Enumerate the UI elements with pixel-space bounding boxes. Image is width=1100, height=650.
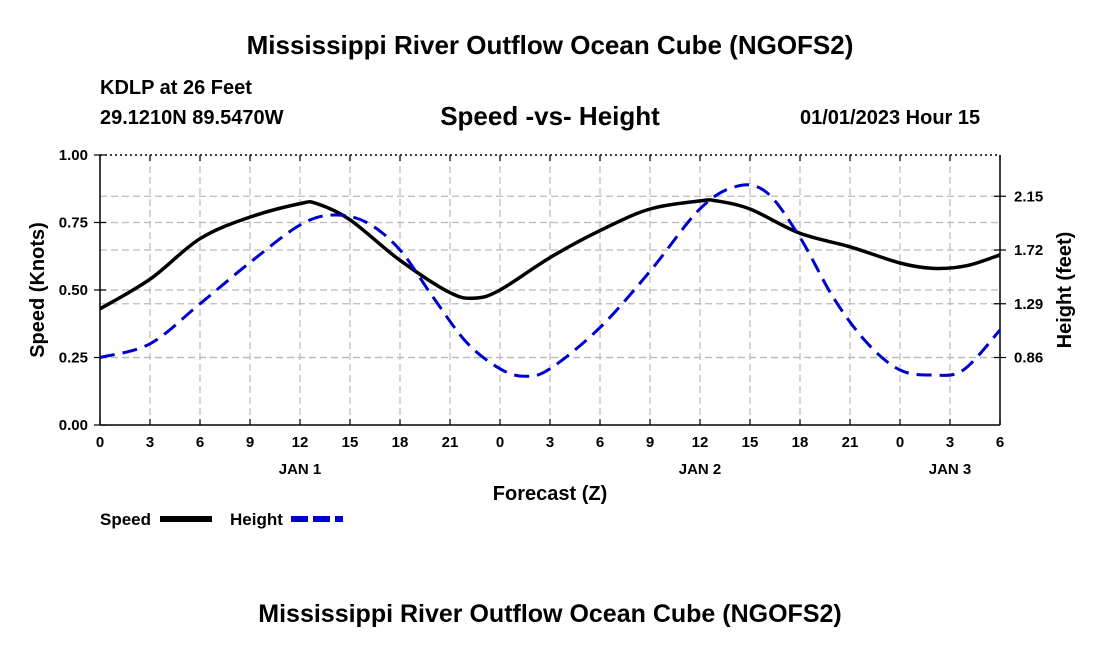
x-tick-label: 6 [596,434,604,451]
x-tick-label: 12 [692,434,709,451]
y-left-tick-label: 0.00 [59,417,88,434]
y-right-tick-label: 1.29 [1014,296,1043,313]
x-tick-label: 15 [342,434,359,451]
speed-vs-height-chart: Speed -vs- Height 0 3 6 9 12 15 18 21 0 3 6 9 12 15 18… [27,101,1076,529]
x-tick-label: 18 [392,434,409,451]
forecast-datetime: 01/01/2023 Hour 15 [800,107,981,129]
page-title: Mississippi River Outflow Ocean Cube (NG… [246,30,854,60]
x-tick-label: 0 [96,434,104,451]
day-label: JAN 3 [929,461,972,478]
y-right-tick-label: 1.72 [1014,242,1043,259]
x-tick-label: 21 [442,434,459,451]
legend: Speed Height [100,510,343,529]
speed-series-line [99,198,1001,311]
legend-height-label: Height [230,510,283,529]
grid-lines [100,155,1000,425]
y-axis-right-label: Height (feet) [1054,232,1076,349]
x-tick-label: 3 [546,434,554,451]
x-axis-label: Forecast (Z) [493,483,607,505]
station-label: KDLP at 26 Feet [100,77,252,99]
height-series-line [99,183,1002,378]
x-tick-label: 0 [496,434,504,451]
x-tick-label: 18 [792,434,809,451]
x-tick-label: 21 [842,434,859,451]
x-tick-label: 9 [646,434,654,451]
station-coords: 29.1210N 89.5470W [100,107,284,129]
day-label: JAN 2 [679,461,722,478]
y-right-tick-label: 2.15 [1014,188,1043,205]
y-right-tick-label: 0.86 [1014,350,1043,367]
y-left-tick-label: 0.25 [59,350,88,367]
y-axis-left-label: Speed (Knots) [27,222,49,358]
series [99,183,1002,378]
x-tick-label: 3 [946,434,954,451]
y-left-tick-label: 0.50 [59,282,88,299]
chart-title: Speed -vs- Height [440,101,660,131]
x-tick-label: 9 [246,434,254,451]
x-tick-label: 6 [196,434,204,451]
legend-speed-label: Speed [100,510,151,529]
x-tick-label: 6 [996,434,1004,451]
axis-labels: 0 3 6 9 12 15 18 21 0 3 6 9 12 15 18 21 0 3 6 JAN 1 JAN 2 JAN… [27,147,1076,505]
y-left-tick-label: 1.00 [59,147,88,164]
y-left-tick-label: 0.75 [59,215,88,232]
x-tick-label: 3 [146,434,154,451]
x-tick-label: 0 [896,434,904,451]
x-tick-label: 12 [292,434,309,451]
footer-title: Mississippi River Outflow Ocean Cube (NG… [258,600,842,628]
day-label: JAN 1 [279,461,322,478]
x-tick-label: 15 [742,434,759,451]
